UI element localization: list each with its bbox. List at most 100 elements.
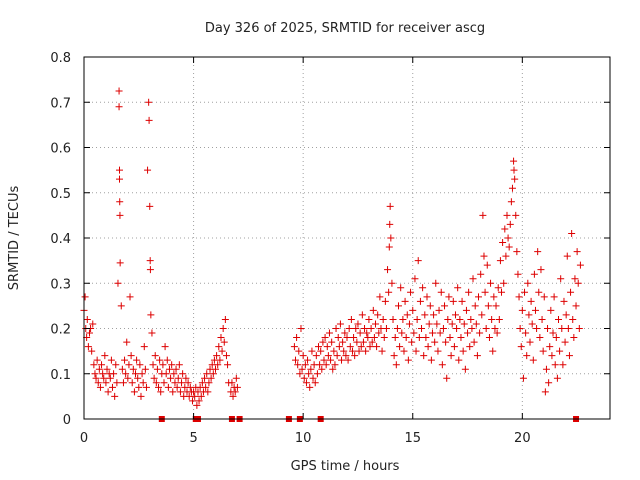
data-point — [84, 343, 92, 351]
data-point — [198, 379, 206, 387]
data-point — [533, 325, 541, 332]
data-point — [426, 302, 434, 310]
data-point — [515, 293, 523, 301]
data-point — [525, 311, 533, 319]
data-point — [567, 288, 575, 296]
data-point — [561, 338, 569, 346]
data-point — [354, 320, 362, 328]
data-point — [334, 334, 342, 342]
data-point — [359, 338, 367, 346]
data-point — [418, 325, 426, 332]
data-point — [156, 356, 164, 364]
data-point — [541, 388, 549, 396]
data-point — [350, 334, 358, 342]
data-point — [503, 211, 511, 219]
chart-title: Day 326 of 2025, SRMTID for receiver asc… — [205, 21, 485, 36]
data-point — [537, 266, 545, 274]
data-point — [455, 356, 463, 364]
data-point — [408, 338, 416, 346]
data-point — [448, 320, 456, 328]
data-point — [564, 325, 572, 332]
y-tick-label: 0.4 — [50, 232, 71, 247]
data-point — [213, 352, 221, 360]
data-point — [545, 379, 553, 387]
data-point — [439, 325, 447, 332]
data-point — [228, 379, 236, 387]
data-point — [222, 352, 230, 360]
data-point — [437, 288, 445, 296]
data-point — [319, 338, 327, 346]
data-point — [508, 184, 516, 192]
data-point — [305, 370, 313, 378]
data-point — [416, 297, 424, 305]
data-point — [472, 320, 480, 328]
data-point — [338, 356, 346, 364]
data-point — [320, 356, 328, 364]
data-point — [345, 325, 353, 332]
data-point — [115, 103, 123, 111]
data-point — [324, 352, 332, 360]
data-point — [298, 365, 306, 373]
data-point — [175, 361, 183, 369]
data-point — [432, 279, 440, 287]
data-point — [139, 379, 147, 387]
data-point — [457, 334, 465, 342]
data-point — [184, 379, 192, 387]
data-point — [343, 334, 351, 342]
data-point — [290, 343, 298, 351]
data-point — [138, 370, 146, 378]
data-point — [121, 356, 129, 364]
data-point — [386, 202, 394, 210]
data-point — [135, 383, 143, 391]
data-point — [522, 329, 530, 337]
data-point — [403, 311, 411, 319]
data-point — [473, 352, 481, 360]
data-point — [504, 234, 512, 242]
data-point — [397, 284, 405, 292]
x-axis-label: GPS time / hours — [291, 459, 400, 474]
data-point — [122, 370, 130, 378]
data-point — [110, 370, 118, 378]
data-point — [385, 288, 393, 296]
data-point — [384, 266, 392, 274]
data-point — [151, 352, 159, 360]
data-point — [364, 334, 372, 342]
data-point — [468, 325, 476, 332]
data-point — [308, 347, 316, 355]
data-point — [544, 325, 552, 332]
data-point — [546, 343, 554, 351]
data-point — [217, 334, 225, 342]
data-point — [150, 374, 158, 382]
data-point — [368, 338, 376, 346]
data-point — [477, 270, 485, 278]
data-point — [488, 315, 496, 323]
data-point — [376, 293, 384, 301]
data-point — [221, 315, 229, 323]
data-point — [549, 329, 557, 337]
data-point — [153, 365, 161, 373]
y-tick-label: 0 — [63, 413, 71, 428]
data-point — [90, 361, 98, 369]
data-point — [466, 343, 474, 351]
data-point — [395, 302, 403, 310]
data-point — [312, 352, 320, 360]
data-point — [411, 275, 419, 283]
data-point — [130, 388, 138, 396]
data-point — [498, 288, 506, 296]
data-point — [454, 284, 462, 292]
data-point — [405, 320, 413, 328]
x-tick-label: 20 — [514, 431, 531, 446]
data-point — [108, 383, 116, 391]
data-point — [188, 397, 196, 405]
data-point — [164, 383, 172, 391]
data-point — [539, 347, 547, 355]
data-point — [309, 374, 317, 382]
data-point — [357, 343, 365, 351]
data-point — [104, 388, 112, 396]
data-point — [300, 374, 308, 382]
data-point — [441, 302, 449, 310]
data-point — [470, 338, 478, 346]
data-point — [410, 329, 418, 337]
y-tick-label: 0.1 — [50, 368, 71, 383]
data-point — [554, 315, 562, 323]
